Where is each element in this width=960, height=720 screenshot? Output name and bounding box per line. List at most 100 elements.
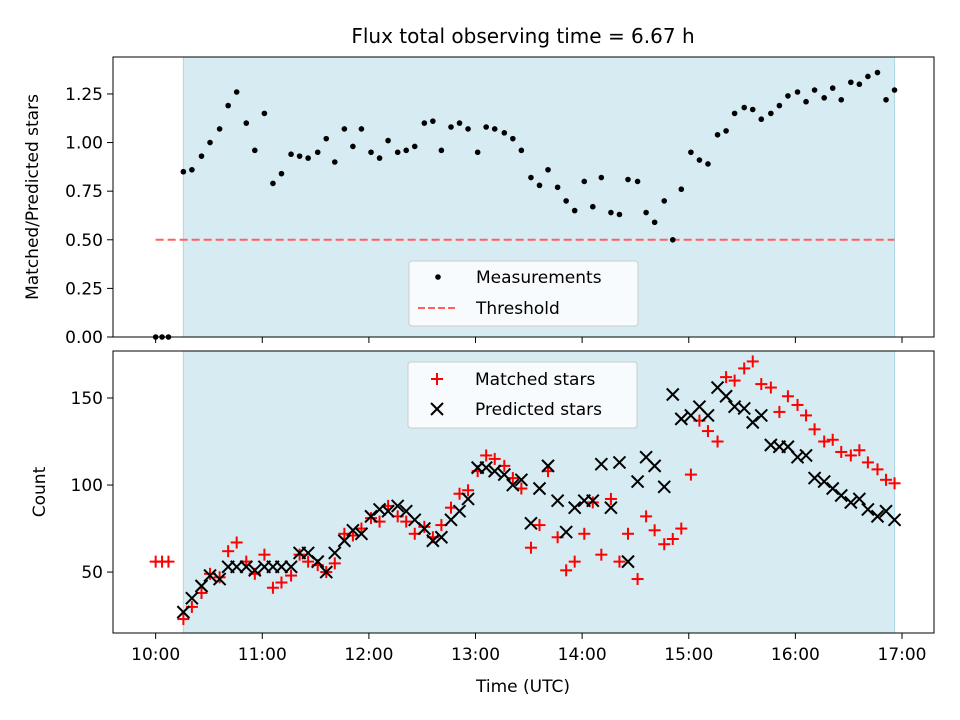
predicted-star-point — [239, 560, 253, 574]
measurement-point — [545, 166, 551, 173]
matched-star-point — [880, 473, 893, 486]
bottom-axes-frame — [112, 350, 935, 634]
top-legend-box — [408, 260, 639, 327]
measurement-point — [189, 166, 195, 173]
measurement-point — [198, 153, 205, 159]
measurement-point — [563, 198, 569, 204]
measurement-point — [723, 128, 729, 134]
measurement-point — [634, 178, 641, 185]
matched-star-point — [658, 538, 671, 551]
predicted-star-point — [870, 509, 885, 524]
predicted-star-point — [807, 471, 822, 485]
predicted-star-point — [319, 565, 333, 579]
measurement-point — [278, 170, 285, 177]
measurement-point — [528, 174, 534, 181]
matched-star-point — [746, 355, 759, 368]
measurement-point — [270, 180, 276, 187]
predicted-star-point — [754, 408, 768, 423]
measurement-point — [501, 130, 508, 136]
predicted-star-point — [701, 408, 715, 423]
measurement-point — [829, 85, 836, 91]
measurement-point — [296, 153, 303, 159]
legend-matched-marker — [431, 373, 443, 385]
matched-star-point — [755, 378, 768, 391]
matched-star-point — [462, 484, 475, 497]
measurement-point — [598, 174, 605, 181]
matched-star-point — [818, 435, 831, 448]
matched-star-point — [701, 425, 714, 438]
matched-star-point — [418, 520, 431, 533]
predicted-star-point — [852, 492, 867, 506]
measurement-point — [180, 168, 187, 175]
measurement-point — [305, 155, 311, 161]
bottom-plot-panel: 50 100 150 10:00 11:00 12:00 13:00 14:00 15:00 16… — [71, 350, 935, 665]
matched-star-point — [533, 519, 546, 532]
predicted-star-point — [354, 527, 369, 541]
measurement-point — [314, 149, 321, 156]
matched-star-point — [621, 527, 634, 540]
matched-star-point — [213, 571, 226, 584]
matched-star-point — [258, 548, 271, 561]
measurement-point — [465, 126, 471, 132]
predicted-star-point — [194, 579, 209, 593]
measurement-point — [376, 155, 383, 161]
matched-star-point — [800, 409, 813, 422]
predicted-star-point — [364, 509, 378, 524]
predicted-star-point — [586, 493, 600, 508]
top-y-tick-label: 1.00 — [65, 134, 103, 154]
measurement-point — [758, 116, 765, 123]
matched-star-point — [764, 381, 777, 394]
measurement-point — [749, 106, 756, 113]
predicted-star-point — [541, 459, 555, 473]
matched-star-point — [773, 405, 786, 418]
matched-star-point — [826, 433, 839, 446]
measurement-point — [651, 219, 658, 226]
measurement-point — [403, 147, 410, 154]
predicted-star-point — [452, 504, 467, 518]
measurement-point — [252, 147, 258, 154]
predicted-star-point — [311, 554, 325, 569]
top-y-tick-label: 0.75 — [65, 182, 103, 202]
top-plot-panel: 0.00 0.25 0.50 0.75 1.00 1.25 — [65, 56, 935, 348]
predicted-star-point — [567, 500, 582, 515]
measurement-point — [608, 209, 614, 216]
matched-star-point — [222, 545, 235, 558]
predicted-star-point — [229, 560, 244, 574]
matched-star-point — [568, 555, 581, 568]
matched-star-point — [275, 576, 288, 589]
measurement-point — [385, 137, 391, 144]
matched-star-point — [586, 496, 599, 509]
matched-star-point — [488, 452, 501, 465]
matched-star-point — [738, 362, 751, 375]
measurement-point — [456, 120, 463, 126]
measurement-point — [714, 131, 721, 138]
predicted-star-point — [826, 481, 840, 496]
measurement-point — [421, 120, 428, 126]
measurement-point — [225, 102, 231, 109]
predicted-star-point — [612, 455, 627, 470]
predicted-star-point — [834, 488, 848, 503]
predicted-star-point — [861, 502, 875, 517]
predicted-star-point — [666, 387, 680, 402]
measurement-point — [874, 69, 881, 76]
matched-star-point — [711, 435, 724, 448]
matched-star-point — [640, 510, 653, 523]
top-y-tick-label: 0.50 — [65, 231, 103, 251]
measurement-point — [625, 176, 631, 183]
predicted-star-point — [426, 534, 440, 548]
measurements-series — [152, 69, 898, 340]
predicted-star-point — [417, 521, 432, 536]
measurement-point — [448, 124, 454, 130]
matched-star-point — [400, 515, 413, 528]
matched-star-point — [871, 463, 884, 476]
measurement-point — [207, 139, 213, 146]
measurement-point — [216, 126, 223, 132]
predicted-star-point — [328, 546, 342, 560]
measurement-point — [883, 96, 889, 103]
measurement-point — [491, 126, 498, 132]
predicted-star-point — [434, 530, 449, 544]
bottom-x-tick-label: 10:00 — [131, 645, 180, 665]
predicted-star-point — [497, 467, 512, 482]
matched-star-point — [791, 398, 804, 411]
measurement-point — [696, 157, 703, 163]
